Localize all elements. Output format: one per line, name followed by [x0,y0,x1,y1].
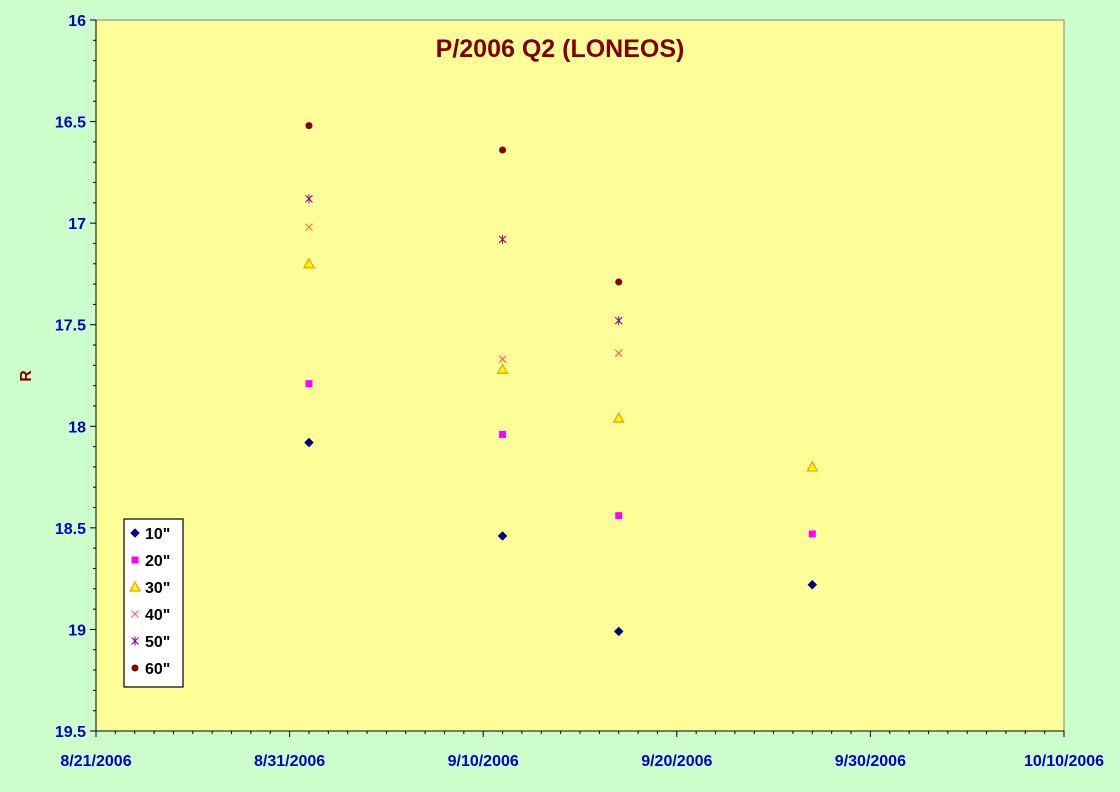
y-axis-label: R [18,370,35,382]
x-tick-label: 9/30/2006 [835,753,906,770]
axes: 16 16.5 17 17.5 18 18.5 19 19.5 8/21/2006 8/31/20… [55,13,1104,770]
y-tick-label: 18.5 [55,521,86,538]
x-tick-label: 10/10/2006 [1024,753,1104,770]
data-point [807,579,818,590]
x-tick-label: 8/31/2006 [254,753,325,770]
legend-marker [131,610,139,618]
legend-label: 40" [145,607,170,624]
chart-title: P/2006 Q2 (LONEOS) [436,35,685,63]
data-point [497,531,508,541]
data-point [612,411,625,423]
data-point [305,122,313,130]
series-5 [305,194,623,326]
data-point [615,278,623,286]
legend-box [123,518,184,688]
legend-marker [131,664,139,672]
data-point [808,530,816,538]
x-tick-label: 9/20/2006 [641,753,712,770]
data-point [305,194,313,204]
legend-label: 20" [145,553,170,570]
data-point [302,257,315,269]
data-point [615,512,623,520]
data-point [498,234,507,244]
legend-marker [131,636,139,646]
y-tick-label: 19 [68,622,86,639]
x-tick-label: 9/10/2006 [448,753,519,770]
data-point [496,363,509,375]
plot-area [95,19,1065,732]
series-2 [305,380,816,538]
series-6 [305,122,623,286]
data-point [305,223,313,232]
y-tick-label: 16.5 [55,115,86,132]
data-point [499,146,507,154]
data-point [499,430,507,438]
legend-item: 50" [131,634,170,651]
data-point [614,349,623,358]
legend-item: 20" [131,553,170,570]
legend-marker [131,556,139,564]
y-tick-label: 18 [68,419,86,436]
legend-item: 30" [128,580,170,597]
y-tick-label: 17 [68,216,86,233]
data-point [806,460,819,472]
y-tick-label: 19.5 [55,724,86,741]
data-marks [302,122,819,637]
series-1 [304,437,818,637]
data-point [304,437,314,448]
legend-marker [130,528,140,538]
y-tick-label: 17.5 [55,318,86,335]
x-tick-label: 8/21/2006 [60,753,131,770]
series-4 [305,223,623,364]
legend-label: 50" [145,634,170,651]
legend-label: 60" [145,661,170,678]
legend-label: 30" [145,580,170,597]
legend-marker [128,580,142,592]
legend-item: 10" [130,526,170,543]
series-3 [302,257,819,472]
y-tick-label: 16 [68,13,86,30]
legend: 10" 20" 30" 40" 50" 60" [123,518,184,688]
legend-label: 10" [145,526,170,543]
data-point [305,380,313,388]
data-point [614,316,623,326]
data-point [498,355,507,364]
legend-item: 60" [131,661,170,678]
legend-item: 40" [131,607,170,624]
data-point [613,626,624,637]
